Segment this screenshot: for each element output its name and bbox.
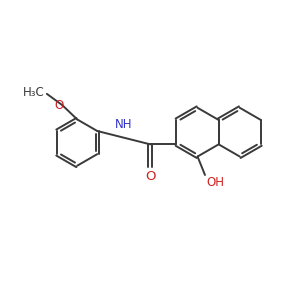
Text: O: O (54, 99, 64, 112)
Text: NH: NH (115, 118, 133, 131)
Text: H₃C: H₃C (23, 86, 44, 99)
Text: O: O (145, 169, 155, 183)
Text: OH: OH (206, 176, 224, 190)
